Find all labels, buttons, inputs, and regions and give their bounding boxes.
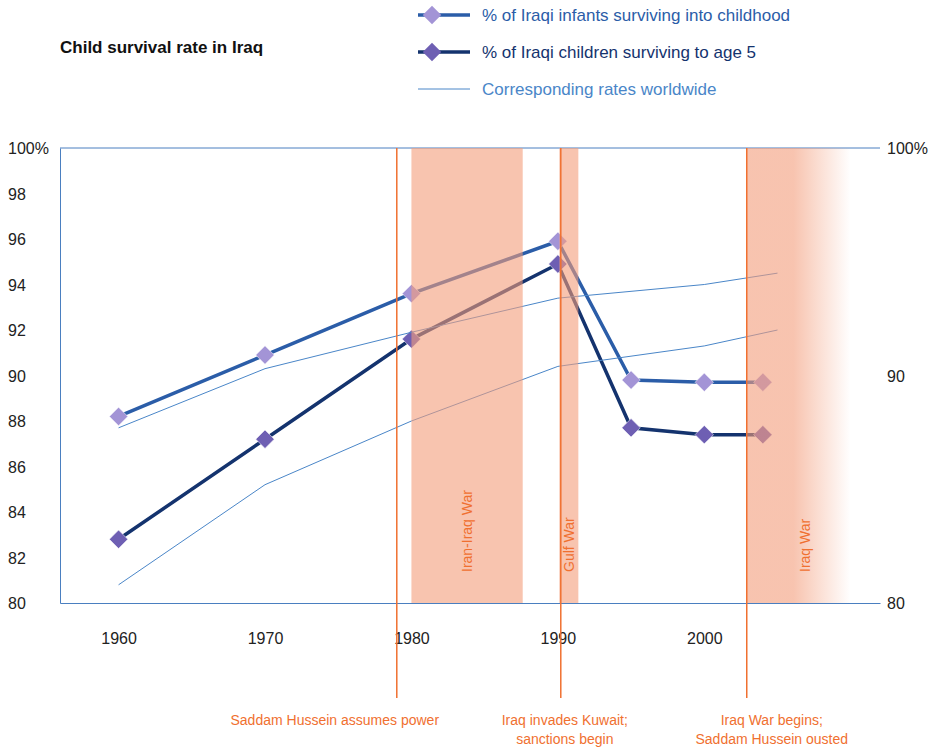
- y-tick: 80: [8, 595, 60, 612]
- series-marker: [109, 530, 127, 548]
- event-line: [396, 148, 398, 698]
- title: Child survival rate in Iraq: [60, 38, 263, 57]
- x-tick: 1980: [394, 603, 430, 647]
- y2-axis-line: [880, 149, 881, 604]
- y-tick-label: 100%: [8, 140, 49, 157]
- event-label-line: Iraq War begins;: [721, 712, 823, 728]
- legend-line: [418, 89, 470, 90]
- legend-marker: [423, 43, 441, 61]
- chart: Child survival rate in Iraq 100% 98 96 94 92 9…: [0, 0, 935, 754]
- y-axis: 100% 98 96 94 92 90 88 86 84 82 80: [8, 140, 61, 612]
- y-tick-label: 86: [8, 459, 26, 476]
- x-tick: 1960: [101, 603, 137, 647]
- war-band: [747, 148, 851, 603]
- x-tick-label: 1980: [394, 630, 430, 647]
- y-tick-label: 84: [8, 504, 26, 521]
- y-tick: 94: [8, 277, 60, 294]
- y-tick: 84: [8, 504, 60, 521]
- event-label-line: Saddam Hussein ousted: [695, 731, 848, 747]
- war-band: [411, 148, 522, 603]
- band-label: Gulf War: [561, 517, 577, 572]
- y-tick: 88: [8, 413, 60, 430]
- series-marker: [695, 373, 713, 391]
- y-tick-label: 98: [8, 186, 26, 203]
- y2-tick-label: 100%: [887, 140, 928, 157]
- series-marker: [256, 346, 274, 364]
- y2-tick: 80: [880, 595, 905, 612]
- x-tick: 1970: [248, 603, 284, 647]
- x-tick: 2000: [687, 603, 723, 647]
- y-tick-label: 82: [8, 550, 26, 567]
- x-tick: 1990: [541, 603, 577, 647]
- event-label-line: sanctions begin: [516, 731, 613, 747]
- legend: % of Iraqi infants surviving into childh…: [418, 6, 790, 99]
- legend-label: % of Iraqi children surviving to age 5: [482, 43, 756, 62]
- band-layer: [411, 148, 850, 603]
- y-tick: 100%: [8, 140, 60, 157]
- y-tick: 90: [8, 368, 60, 385]
- y2-tick: 90: [880, 368, 905, 385]
- y-tick: 98: [8, 186, 60, 203]
- y-tick-label: 88: [8, 413, 26, 430]
- y-tick-label: 92: [8, 322, 26, 339]
- x-tick-label: 1990: [541, 630, 577, 647]
- series-marker: [622, 371, 640, 389]
- war-band: [559, 148, 578, 603]
- x-axis: 1960 1970 1980 1990 2000: [61, 603, 881, 647]
- legend-label: Corresponding rates worldwide: [482, 80, 716, 99]
- y-tick-label: 94: [8, 277, 26, 294]
- y2-tick-label: 90: [887, 368, 905, 385]
- y-axis-line: [60, 149, 61, 604]
- event-label: Iraq War begins; Saddam Hussein ousted: [695, 712, 848, 747]
- series-marker: [695, 425, 713, 443]
- y2-tick: 100%: [880, 140, 928, 157]
- event-label-line: Saddam Hussein assumes power: [231, 712, 440, 728]
- y2-tick-label: 80: [887, 595, 905, 612]
- x-tick-label: 1970: [248, 630, 284, 647]
- event-line: [746, 148, 748, 698]
- y-tick-label: 96: [8, 231, 26, 248]
- series-marker: [109, 407, 127, 425]
- legend-marker: [423, 6, 441, 24]
- event-label: Iraq invades Kuwait; sanctions begin: [502, 712, 628, 747]
- series-marker: [256, 430, 274, 448]
- x-tick-label: 1960: [101, 630, 137, 647]
- x-tick-label: 2000: [687, 630, 723, 647]
- y-tick: 82: [8, 550, 60, 567]
- y-tick: 92: [8, 322, 60, 339]
- y-tick: 96: [8, 231, 60, 248]
- y-tick: 86: [8, 459, 60, 476]
- y-tick-label: 90: [8, 368, 26, 385]
- x-axis-line: [61, 603, 881, 604]
- y2-axis: 100% 90 80: [880, 140, 928, 612]
- event-label-line: Iraq invades Kuwait;: [502, 712, 628, 728]
- y-tick-label: 80: [8, 595, 26, 612]
- event-line: [560, 148, 562, 698]
- band-label: Iran-Iraq War: [459, 490, 475, 572]
- legend-label: % of Iraqi infants surviving into childh…: [482, 6, 790, 25]
- series-marker: [622, 419, 640, 437]
- band-label: Iraq War: [797, 519, 813, 572]
- event-label: Saddam Hussein assumes power: [231, 712, 440, 728]
